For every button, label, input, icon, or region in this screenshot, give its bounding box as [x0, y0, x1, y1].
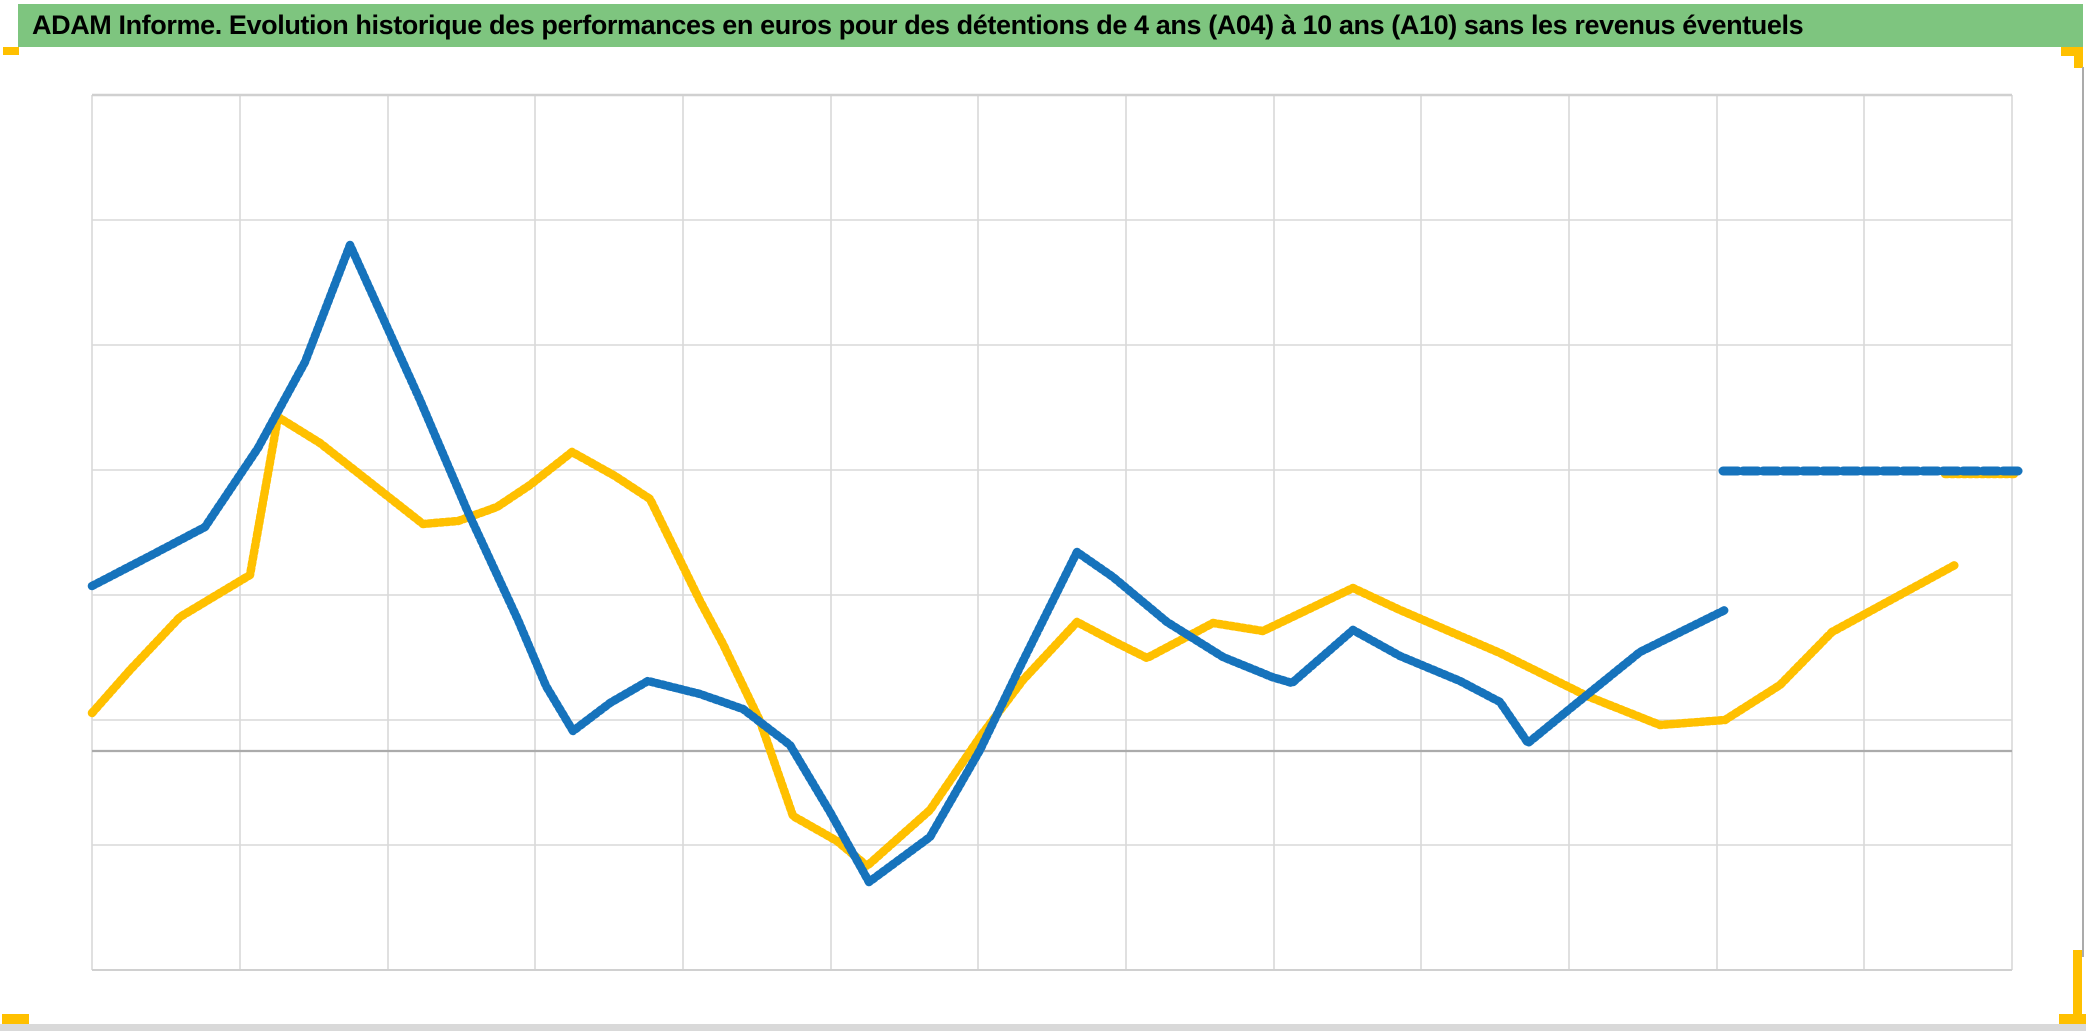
- page-corner-mark-top-right: [2061, 47, 2083, 56]
- blue-series-main: [89, 242, 1728, 885]
- blue-series-main-texture: [87, 240, 1730, 887]
- page-corner-mark-top-left: [3, 47, 19, 55]
- page-edge-line: [2082, 67, 2084, 957]
- page-corner-mark-bottom-right-strip: [2073, 950, 2082, 1024]
- bottom-gray-bar: [0, 1024, 2086, 1031]
- chart-title-bar: ADAM Informe. Evolution historique des p…: [18, 4, 2083, 47]
- page-corner-mark-bottom-left: [2, 1014, 29, 1027]
- page-corner-mark-top-right-vertical: [2074, 47, 2083, 68]
- chart-title: ADAM Informe. Evolution historique des p…: [32, 10, 1804, 40]
- yellow-series-main: [89, 414, 1958, 869]
